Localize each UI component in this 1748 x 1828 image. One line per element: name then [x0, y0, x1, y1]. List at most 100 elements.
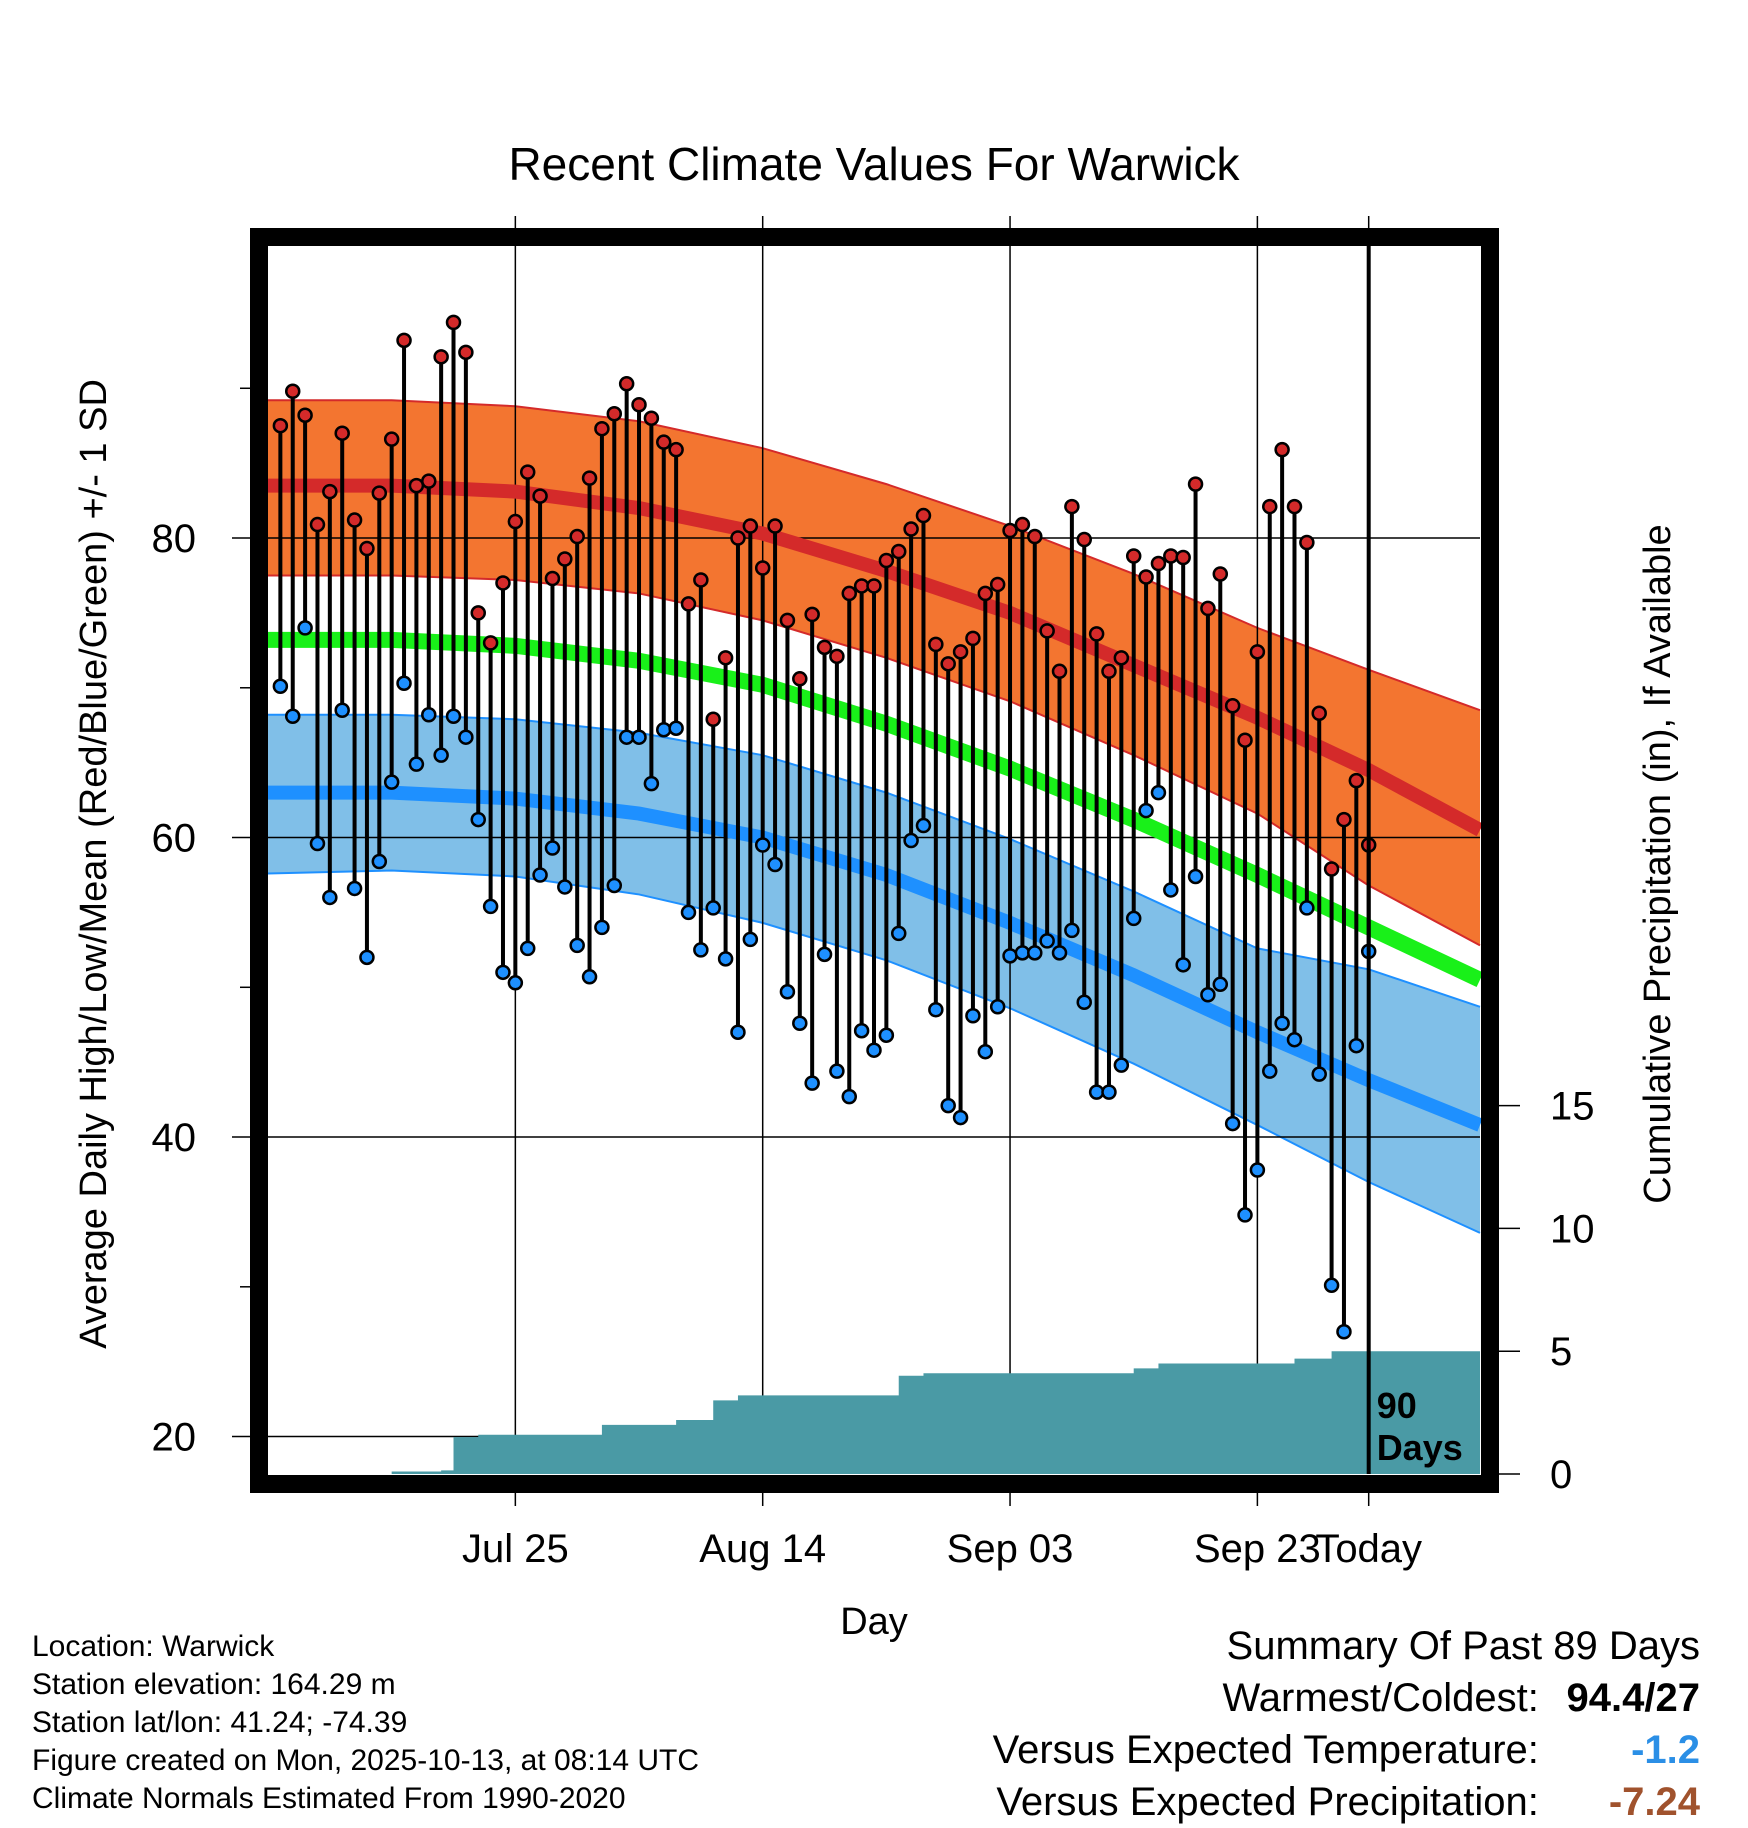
- daily-low-point: [1224, 1115, 1241, 1132]
- daily-high-point: [470, 605, 486, 621]
- daily-low-point: [507, 975, 524, 991]
- x-axis-label: Day: [840, 1601, 908, 1643]
- station-info: Location: Warwick Station elevation: 164…: [32, 1628, 699, 1818]
- y2-tick-label: 0: [1550, 1453, 1572, 1497]
- daily-low-point: [594, 919, 610, 936]
- daily-high-point: [915, 507, 932, 524]
- daily-range-bars: [278, 322, 1371, 1332]
- daily-high-point: [1286, 498, 1303, 515]
- daily-high-point: [767, 518, 783, 534]
- daily-high-point: [1212, 566, 1229, 582]
- daily-low-point: [1076, 994, 1092, 1011]
- x-tick-label: Jul 25: [462, 1527, 569, 1571]
- daily-high-point: [693, 572, 709, 588]
- daily-low-point: [742, 931, 759, 948]
- daily-low-point: [804, 1075, 820, 1091]
- daily-low-point: [396, 675, 412, 692]
- y2-tick-label: 15: [1550, 1085, 1595, 1129]
- x-tick-label: Aug 14: [699, 1527, 826, 1571]
- daily-high-point: [1163, 548, 1179, 564]
- plot-border: [250, 228, 1499, 1493]
- daily-low-point: [792, 1015, 808, 1031]
- daily-low-point: [1212, 976, 1229, 993]
- daily-high-point: [717, 650, 734, 666]
- daily-high-point: [989, 576, 1006, 593]
- daily-low-point: [965, 1007, 981, 1024]
- precip-area: [268, 1351, 1480, 1474]
- daily-low-point: [903, 832, 919, 849]
- daily-low-point: [890, 925, 907, 942]
- info-created: Figure created on Mon, 2025-10-13, at 08…: [32, 1744, 700, 1777]
- daily-high-point: [507, 513, 524, 530]
- daily-low-point: [940, 1097, 956, 1114]
- daily-low-point: [1163, 882, 1179, 898]
- daily-high-point: [1224, 698, 1241, 714]
- daily-low-point: [284, 708, 301, 724]
- daily-low-point: [767, 856, 783, 873]
- daily-low-point: [866, 1042, 882, 1058]
- daily-high-point: [1014, 516, 1031, 533]
- daily-high-point: [742, 518, 759, 534]
- daily-high-point: [754, 560, 771, 576]
- summary-value: -7.24: [1608, 1780, 1700, 1824]
- summary-label: Versus Expected Precipitation:: [996, 1780, 1539, 1824]
- info-elevation: Station elevation: 164.29 m: [32, 1668, 396, 1701]
- daily-low-point: [482, 898, 499, 915]
- daily-low-point: [829, 1063, 845, 1079]
- daily-high-point: [433, 349, 449, 365]
- daily-low-point: [730, 1024, 746, 1040]
- daily-high-point: [272, 417, 289, 434]
- daily-high-point: [408, 477, 425, 494]
- daily-high-point: [557, 551, 573, 567]
- y-tick-label: 60: [152, 817, 197, 861]
- daily-low-point: [779, 984, 796, 1000]
- daily-low-point: [1200, 987, 1216, 1003]
- daily-low-point: [495, 964, 511, 981]
- daily-low-point: [1113, 1057, 1130, 1073]
- daily-high-point: [1002, 522, 1018, 539]
- daily-high-point: [297, 407, 313, 423]
- low-sd-band: [268, 714, 1480, 1233]
- daily-low-point: [878, 1027, 895, 1043]
- daily-low-point: [1348, 1037, 1365, 1054]
- today-marker-label-number: 90: [1377, 1385, 1417, 1426]
- daily-high-point: [1311, 705, 1327, 721]
- daily-low-point: [544, 840, 561, 856]
- daily-low-point: [1175, 957, 1191, 973]
- daily-low-point: [1311, 1066, 1327, 1082]
- daily-low-point: [915, 817, 932, 834]
- daily-low-point: [1323, 1277, 1340, 1294]
- daily-low-point: [816, 946, 833, 963]
- daily-high-point: [1274, 441, 1290, 458]
- daily-low-point: [1286, 1031, 1303, 1048]
- daily-high-point: [779, 612, 796, 629]
- daily-low-point: [532, 867, 548, 883]
- daily-high-point: [631, 396, 647, 413]
- summary-panel: Summary Of Past 89 Days Warmest/Coldest:…: [993, 1620, 1700, 1828]
- daily-high-point: [618, 376, 635, 392]
- info-latlon: Station lat/lon: 41.24; -74.39: [32, 1706, 408, 1739]
- daily-high-point: [1336, 811, 1352, 828]
- daily-high-point: [1175, 549, 1191, 566]
- daily-high-point: [1138, 569, 1154, 585]
- daily-high-point: [544, 570, 561, 587]
- daily-low-point: [445, 708, 462, 724]
- daily-low-point: [359, 949, 375, 966]
- daily-low-point: [928, 1002, 944, 1018]
- daily-low-point: [643, 775, 660, 792]
- daily-low-point: [1101, 1084, 1117, 1100]
- summary-value: -1.2: [1631, 1728, 1700, 1772]
- daily-low-point: [656, 721, 672, 738]
- daily-high-point: [656, 434, 672, 450]
- daily-low-point: [297, 620, 313, 636]
- daily-low-point: [952, 1109, 969, 1126]
- y-axis-label: Average Daily High/Low/Mean (Red/Blue/Gr…: [73, 379, 115, 1349]
- daily-high-point: [334, 425, 350, 441]
- daily-high-point: [606, 405, 623, 422]
- daily-low-point: [1274, 1015, 1290, 1031]
- daily-low-point: [680, 904, 697, 921]
- summary-label: Warmest/Coldest:: [1222, 1676, 1539, 1720]
- summary-value: 94.4/27: [1566, 1676, 1700, 1720]
- daily-low-point: [322, 889, 338, 906]
- daily-high-point: [346, 512, 363, 528]
